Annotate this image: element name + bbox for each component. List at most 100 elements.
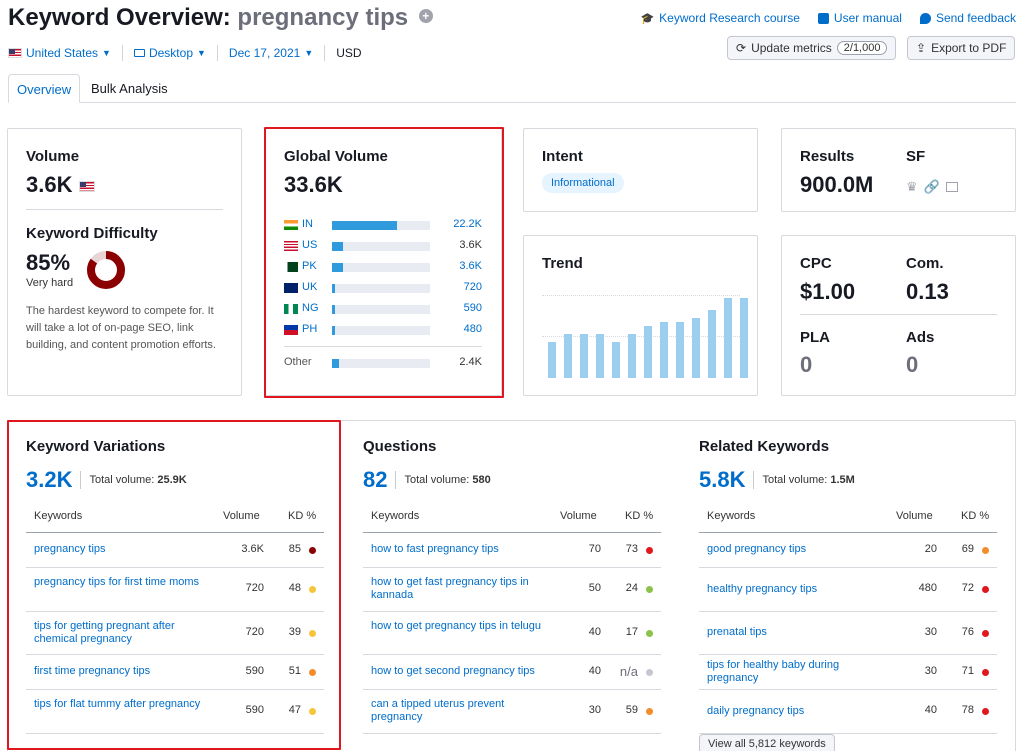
update-count-badge: 2/1,000: [836, 41, 888, 55]
trend-bar[interactable]: [564, 334, 572, 378]
questions-title: Questions: [363, 438, 437, 455]
share-bar-fill: [332, 359, 339, 368]
keyword-kd: 59: [625, 704, 638, 716]
page-title-keyword: pregnancy tips: [237, 4, 409, 31]
chevron-down-icon: ▼: [197, 48, 206, 58]
column-header-keywords: Keywords: [707, 510, 756, 522]
column-header-keywords: Keywords: [371, 510, 420, 522]
keyword-link[interactable]: tips for flat tummy after pregnancy: [34, 698, 201, 710]
trend-bar[interactable]: [548, 341, 556, 378]
country-code[interactable]: IN: [302, 218, 313, 230]
related-count[interactable]: 5.8K: [699, 467, 746, 492]
divider: [80, 471, 82, 489]
device-selector[interactable]: Desktop ▼: [133, 46, 206, 60]
tab-overview[interactable]: Overview: [8, 74, 81, 103]
difficulty-value: 85%: [26, 250, 71, 275]
trend-bar[interactable]: [596, 334, 604, 378]
volume-card: Volume 3.6K Keyword Difficulty 85% Very …: [7, 128, 242, 396]
country-volume[interactable]: 590: [463, 302, 482, 314]
trend-bar[interactable]: [660, 321, 668, 378]
country-code[interactable]: NG: [302, 302, 319, 314]
country-code[interactable]: PH: [302, 323, 318, 335]
keyword-volume: 40: [924, 704, 937, 716]
keyword-link[interactable]: how to get fast pregnancy tips in kannad…: [371, 576, 529, 601]
date-selector[interactable]: Dec 17, 2021 ▼: [228, 46, 314, 60]
column-header-kd[interactable]: KD %: [961, 510, 990, 522]
keyword-link[interactable]: tips for healthy baby during pregnancy: [707, 658, 840, 684]
tab-bulk-analysis[interactable]: Bulk Analysis: [91, 81, 168, 96]
keyword-link[interactable]: pregnancy tips: [34, 543, 106, 555]
country-code[interactable]: PK: [302, 260, 317, 272]
course-link[interactable]: 🎓 Keyword Research course: [640, 11, 800, 25]
country-code[interactable]: US: [302, 239, 318, 251]
keyword-link[interactable]: how to get pregnancy tips in telugu: [371, 619, 542, 632]
trend-bar[interactable]: [580, 334, 588, 378]
plus-icon[interactable]: +: [418, 8, 433, 23]
page-title: Keyword Overview: pregnancy tips +: [8, 4, 433, 32]
share-bar-fill: [332, 263, 343, 272]
column-header-kd[interactable]: KD %: [625, 510, 654, 522]
difficulty-description: The hardest keyword to compete for. It w…: [26, 305, 216, 351]
keyword-link[interactable]: how to get second pregnancy tips: [371, 665, 535, 677]
trend-bar[interactable]: [628, 334, 636, 378]
flag-icon: [284, 283, 298, 293]
divider: [26, 209, 223, 210]
column-header-volume[interactable]: Volume: [560, 510, 597, 522]
com-title: Com.: [906, 255, 944, 272]
variations-title: Keyword Variations: [26, 438, 166, 455]
keyword-link[interactable]: prenatal tips: [707, 626, 767, 638]
refresh-icon: ⟳: [736, 41, 747, 55]
flag-icon: [284, 262, 298, 272]
keyword-link[interactable]: good pregnancy tips: [707, 543, 807, 555]
keyword-ideas-card: [7, 420, 1016, 751]
country-row: IN 22.2K: [284, 218, 484, 232]
keyword-kd: 72: [961, 582, 974, 594]
column-header-volume[interactable]: Volume: [896, 510, 933, 522]
divider: [699, 532, 997, 533]
feedback-link[interactable]: Send feedback: [919, 11, 1016, 25]
keyword-link[interactable]: daily pregnancy tips: [707, 704, 805, 717]
trend-bar[interactable]: [708, 309, 716, 378]
view-all-keywords-button[interactable]: View all 5,812 keywords: [699, 734, 835, 751]
keyword-link[interactable]: first time pregnancy tips: [34, 665, 151, 677]
variations-count[interactable]: 3.2K: [26, 467, 73, 492]
results-title: Results: [800, 148, 855, 165]
country-volume[interactable]: 3.6K: [459, 260, 482, 272]
export-pdf-button[interactable]: ⇪ Export to PDF: [907, 36, 1016, 60]
share-bar: [332, 242, 430, 251]
chevron-down-icon: ▼: [304, 48, 314, 58]
keyword-link[interactable]: how to fast pregnancy tips: [371, 543, 499, 555]
column-header-volume[interactable]: Volume: [223, 510, 260, 522]
country-volume[interactable]: 720: [463, 281, 482, 293]
keyword-link[interactable]: healthy pregnancy tips: [707, 582, 818, 595]
trend-bar[interactable]: [644, 325, 652, 378]
trend-bar[interactable]: [676, 321, 684, 378]
row-divider: [699, 611, 997, 612]
questions-count[interactable]: 82: [363, 467, 388, 492]
keyword-link[interactable]: can a tipped uterus prevent pregnancy: [371, 698, 505, 723]
country-volume[interactable]: 22.2K: [453, 218, 482, 230]
country-row-other: Other 2.4K: [284, 356, 484, 370]
trend-bar[interactable]: [724, 298, 732, 378]
share-bar-fill: [332, 305, 335, 314]
trend-bar[interactable]: [740, 298, 748, 378]
country-selector[interactable]: United States ▼: [8, 46, 111, 60]
kd-indicator-dot: [309, 629, 316, 637]
volume-title: Volume: [26, 148, 80, 165]
pla-title: PLA: [800, 329, 830, 346]
trend-bar[interactable]: [692, 317, 700, 378]
update-metrics-button[interactable]: ⟳ Update metrics 2/1,000: [727, 36, 897, 60]
keyword-kd: 71: [961, 664, 974, 677]
user-manual-link[interactable]: User manual: [817, 11, 902, 25]
column-header-kd[interactable]: KD %: [288, 510, 317, 522]
keyword-volume: 40: [588, 625, 601, 638]
trend-bar[interactable]: [612, 341, 620, 378]
share-bar-fill: [332, 221, 397, 230]
keyword-volume: 3.6K: [241, 542, 264, 555]
country-code[interactable]: UK: [302, 281, 318, 293]
kd-indicator-dot: [646, 586, 653, 593]
country-volume[interactable]: 480: [463, 323, 482, 335]
keyword-link[interactable]: pregnancy tips for first time moms: [34, 576, 200, 588]
country-volume[interactable]: 3.6K: [459, 239, 482, 251]
keyword-link[interactable]: tips for getting pregnant after chemical…: [34, 619, 175, 645]
